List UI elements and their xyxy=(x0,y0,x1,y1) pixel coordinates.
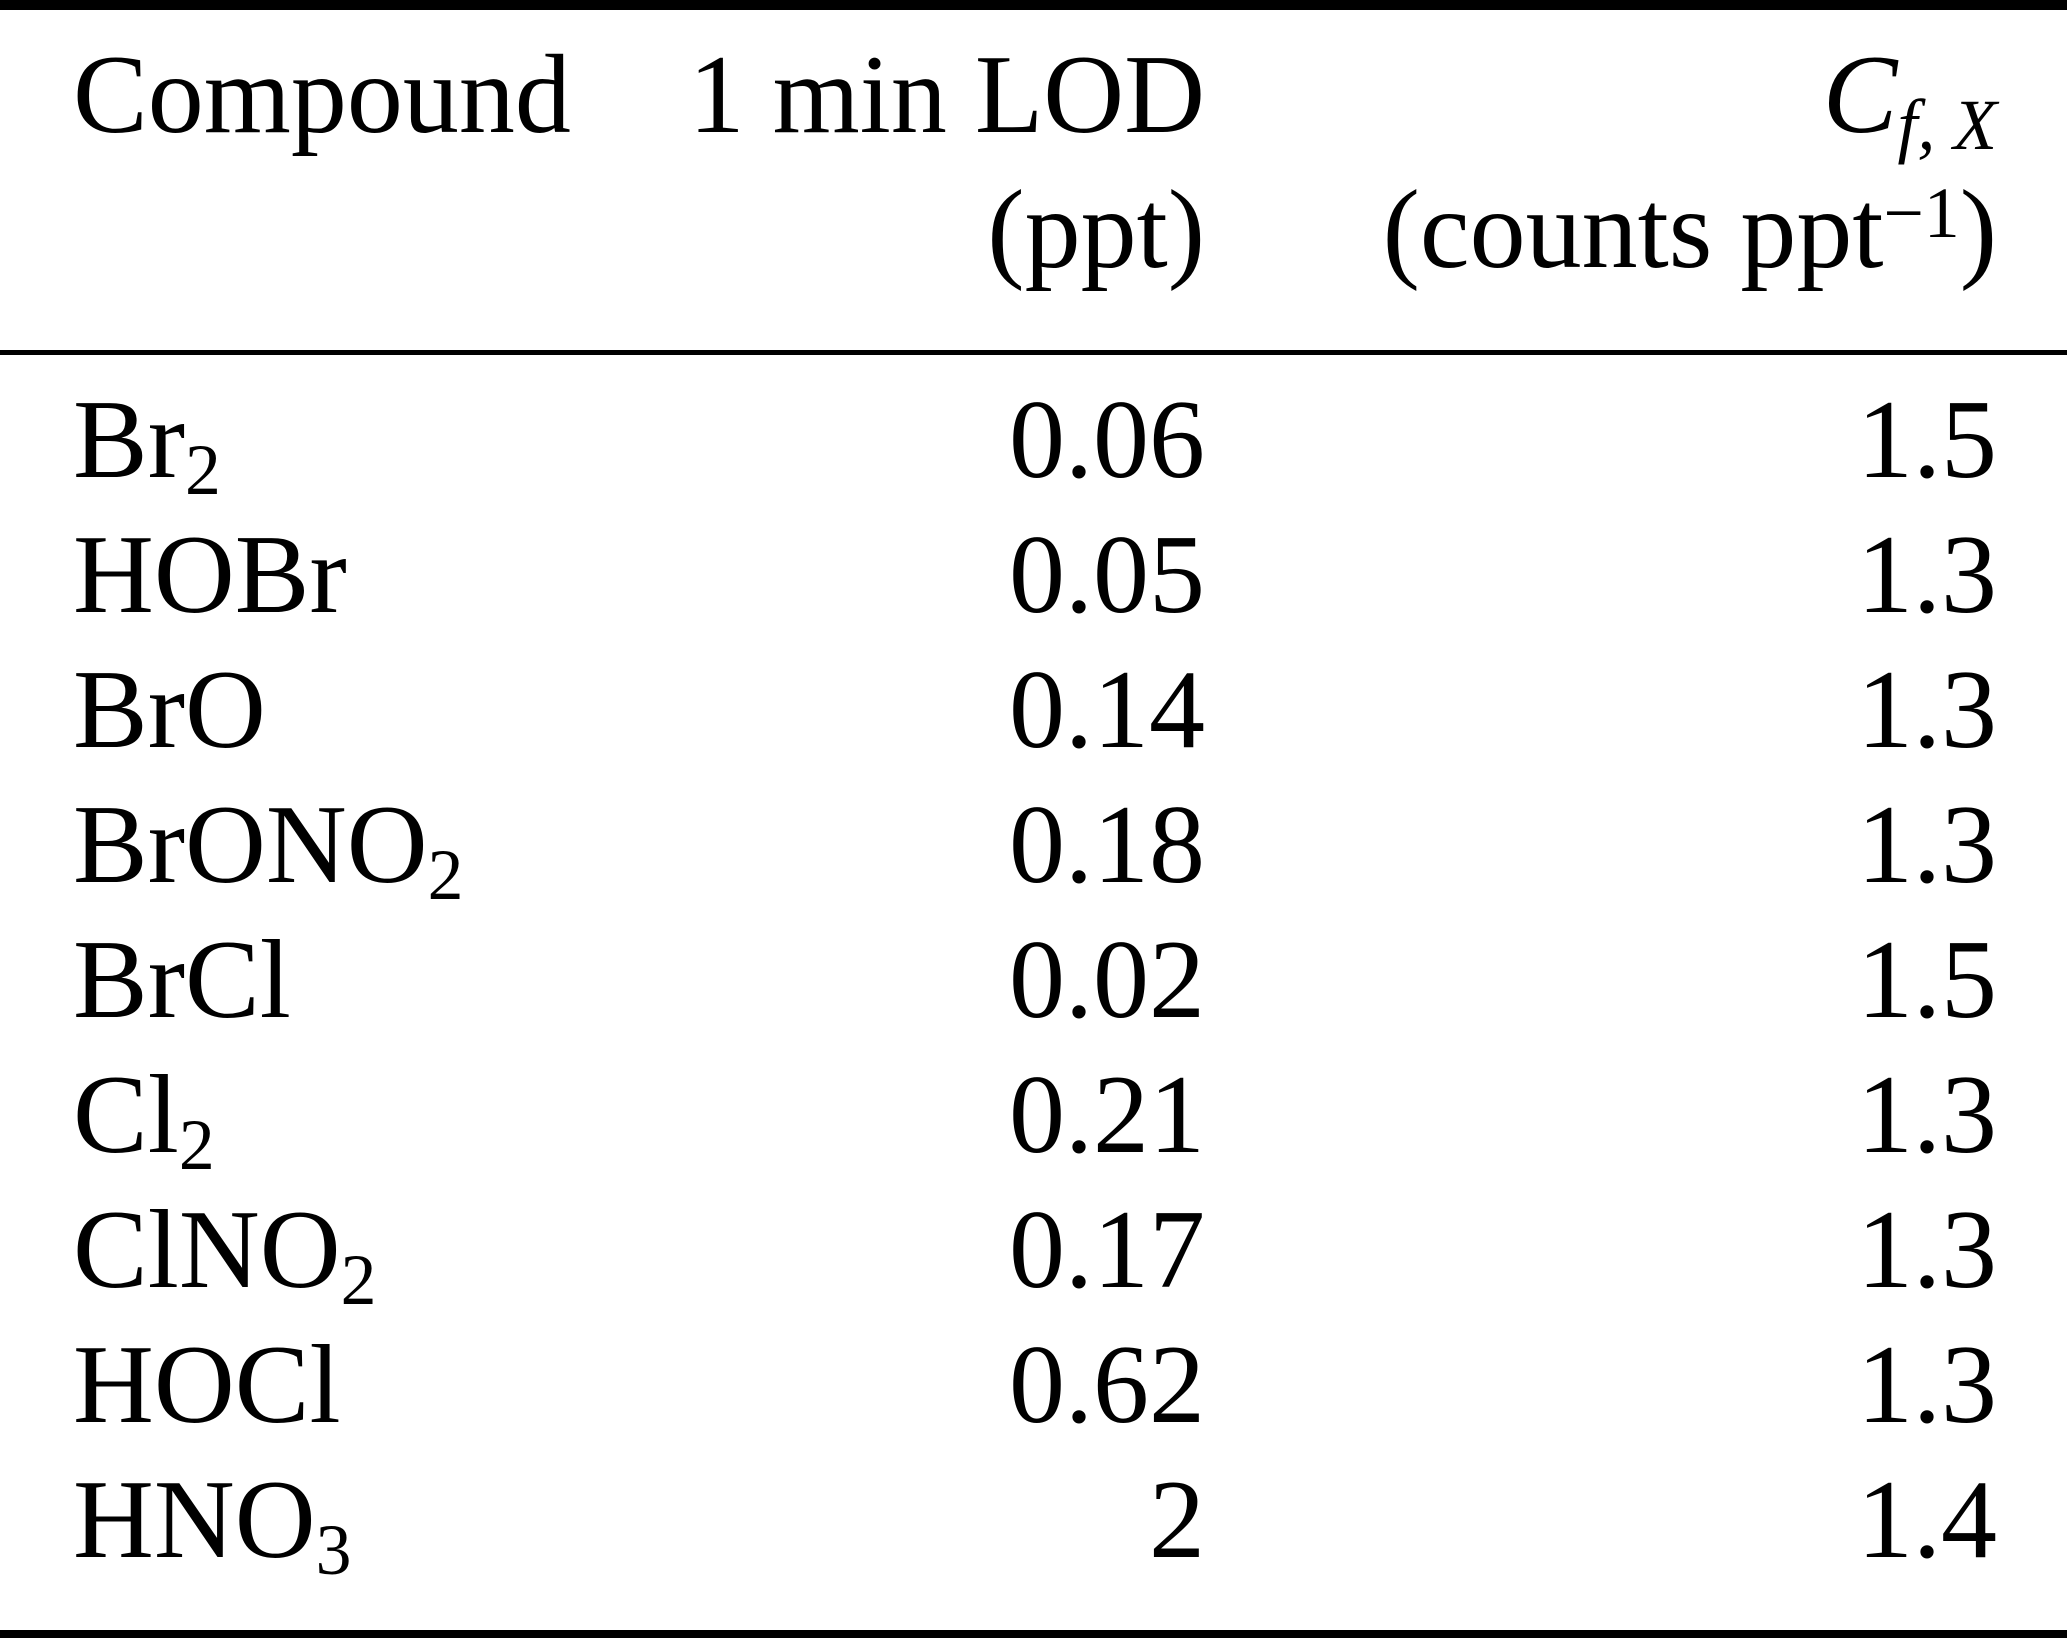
table-row: HNO3 2 1.4 xyxy=(0,1453,2067,1588)
text-segment: Compound xyxy=(73,33,571,157)
column-header-compound: Compound xyxy=(73,28,633,163)
cfx-value-cell: 1.5 xyxy=(1857,378,1997,502)
subscript-text: 2 xyxy=(185,430,221,511)
column-unit-ppt: (ppt) xyxy=(633,163,1205,298)
text-segment: BrO xyxy=(73,648,266,772)
compound-cell: ClNO2 xyxy=(73,1183,633,1318)
compound-cell: BrONO2 xyxy=(73,778,633,913)
text-segment: HOBr xyxy=(73,513,347,637)
lod-value-cell: 0.05 xyxy=(1009,513,1205,637)
compound-cell: BrO xyxy=(73,643,633,778)
text-segment: BrONO xyxy=(73,783,428,907)
lod-value-cell: 0.06 xyxy=(1009,378,1205,502)
cfx-value-cell: 1.3 xyxy=(1857,648,1997,772)
column-header-empty-unit xyxy=(73,163,633,298)
compound-cell: HOCl xyxy=(73,1318,633,1453)
cfx-value-cell: 1.4 xyxy=(1857,1458,1997,1582)
table-header-row-1: Compound 1 min LOD Cf, X xyxy=(0,10,2067,163)
table-row: Cl2 0.21 1.3 xyxy=(0,1048,2067,1183)
superscript-text: −1 xyxy=(1883,172,1960,253)
text-segment: Br xyxy=(73,378,185,502)
compound-cell: HNO3 xyxy=(73,1453,633,1588)
lod-value-cell: 0.18 xyxy=(1009,783,1205,907)
lod-value-cell: 0.17 xyxy=(1009,1188,1205,1312)
table-row: BrO 0.14 1.3 xyxy=(0,643,2067,778)
lod-value-cell: 0.14 xyxy=(1009,648,1205,772)
table-top-rule xyxy=(0,0,2067,10)
cfx-value-cell: 1.3 xyxy=(1857,783,1997,907)
cfx-value-cell: 1.3 xyxy=(1857,1053,1997,1177)
subscript-text: 2 xyxy=(427,835,464,916)
column-header-cfx: Cf, X xyxy=(1205,28,1997,163)
cfx-value-cell: 1.3 xyxy=(1857,1323,1997,1447)
compound-cell: Cl2 xyxy=(73,1048,633,1183)
compound-cell: Br2 xyxy=(73,373,633,508)
table-header-rule xyxy=(0,350,2067,355)
compound-cell: HOBr xyxy=(73,508,633,643)
column-header-lod: 1 min LOD xyxy=(633,28,1205,163)
lod-value-cell: 2 xyxy=(1149,1458,1205,1582)
cfx-value-cell: 1.3 xyxy=(1857,513,1997,637)
table-bottom-rule xyxy=(0,1630,2067,1638)
subscript-text: f, X xyxy=(1897,85,1997,166)
cfx-value-cell: 1.3 xyxy=(1857,1188,1997,1312)
table-body: Br2 0.06 1.5 HOBr 0.05 1.3 BrO 0.14 1.3 … xyxy=(0,355,2067,1588)
column-unit-counts-ppt: (counts ppt−1) xyxy=(1205,163,1997,298)
subscript-text: 2 xyxy=(178,1105,215,1186)
text-segment: HNO xyxy=(73,1458,316,1582)
table-row: BrCl 0.02 1.5 xyxy=(0,913,2067,1048)
text-segment: BrCl xyxy=(73,918,291,1042)
text-segment: (ppt) xyxy=(987,168,1205,292)
table-row: ClNO2 0.17 1.3 xyxy=(0,1183,2067,1318)
lod-value-cell: 0.02 xyxy=(1009,918,1205,1042)
subscript-text: 3 xyxy=(315,1510,352,1591)
text-segment: (counts ppt xyxy=(1382,168,1884,292)
text-segment: HOCl xyxy=(73,1323,341,1447)
cfx-value-cell: 1.5 xyxy=(1857,918,1997,1042)
table-row: BrONO2 0.18 1.3 xyxy=(0,778,2067,913)
subscript-text: 2 xyxy=(340,1240,377,1321)
table-row: Br2 0.06 1.5 xyxy=(0,373,2067,508)
text-segment: ClNO xyxy=(73,1188,341,1312)
text-segment: 1 min LOD xyxy=(688,33,1205,157)
text-segment: Cl xyxy=(73,1053,179,1177)
lod-value-cell: 0.21 xyxy=(1009,1053,1205,1177)
table-header-row-2: (ppt) (counts ppt−1) xyxy=(0,163,2067,298)
lod-value-cell: 0.62 xyxy=(1009,1323,1205,1447)
text-segment: ) xyxy=(1959,168,1997,292)
compound-cell: BrCl xyxy=(73,913,633,1048)
text-segment: C xyxy=(1822,33,1898,157)
table-row: HOBr 0.05 1.3 xyxy=(0,508,2067,643)
table-row: HOCl 0.62 1.3 xyxy=(0,1318,2067,1453)
